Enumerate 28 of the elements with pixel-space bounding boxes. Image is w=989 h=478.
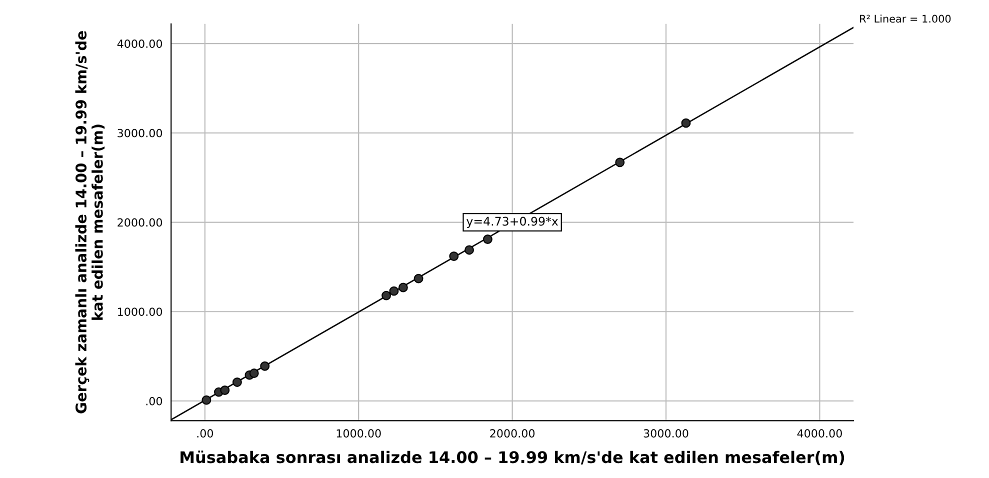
x-tick-label: 1000.00 (336, 429, 381, 438)
x-tick-label: 4000.00 (797, 429, 842, 438)
x-tick-label: 2000.00 (490, 429, 535, 438)
point (260, 361, 270, 371)
y-tick-label: .00 (146, 396, 162, 406)
y-axis-title: Gerçek zamanlı analizde 14.00 – 19.99 km/s'de kat edilen mesafeler(m) (75, 31, 105, 414)
point (220, 386, 230, 395)
point (389, 286, 399, 296)
y-tick-label: 3000.00 (118, 128, 162, 138)
point (382, 290, 391, 300)
x-tick-label: .00 (197, 429, 214, 438)
annotation: y=4.73+0.99*x (466, 216, 558, 228)
x-tick-label: 3000.00 (644, 429, 688, 438)
point (681, 118, 691, 128)
point (414, 274, 424, 284)
point (232, 377, 242, 387)
x-axis-title: Müsabaka sonrası analizde 14.00 – 19.99 km/s'de kat edilen mesafeler(m) (180, 450, 844, 466)
annotation: R² Linear = 1.000 (860, 14, 951, 23)
y-tick-label: 1000.00 (118, 308, 162, 316)
point (482, 234, 492, 244)
y-tick-label: 4000.00 (117, 40, 162, 48)
point (249, 368, 259, 378)
point (615, 158, 625, 168)
point (449, 252, 459, 261)
y-tick-label: 2000.00 (118, 218, 162, 227)
point (464, 245, 474, 255)
point (202, 395, 212, 405)
point (398, 282, 408, 292)
